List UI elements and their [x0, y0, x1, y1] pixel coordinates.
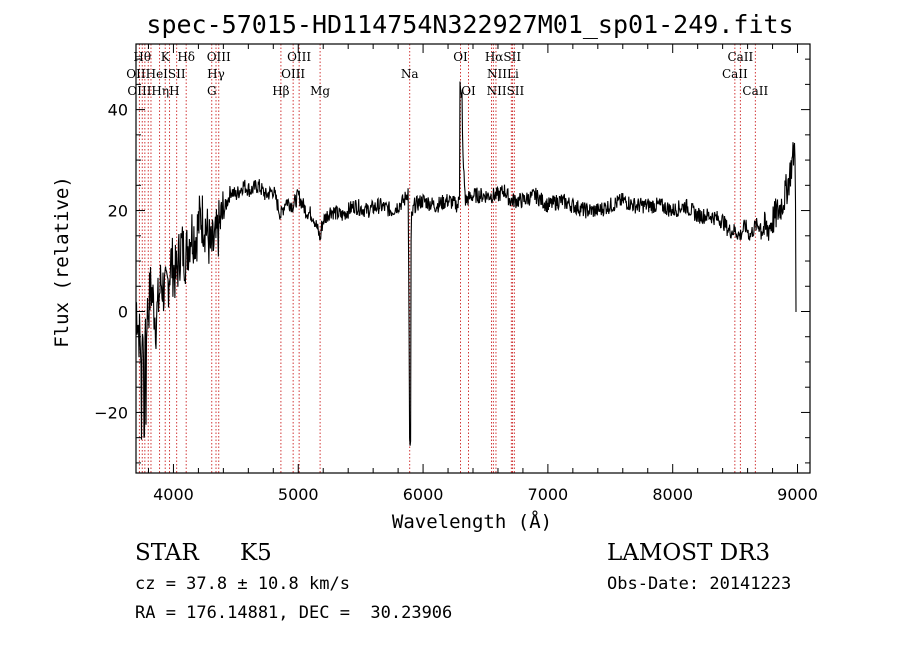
emission-line-markers	[138, 44, 756, 473]
line-label: CaII	[727, 50, 753, 64]
line-label: Na	[401, 67, 419, 81]
line-label: OIIIHηH	[127, 84, 179, 98]
chart-title: spec-57015-HD114754N322927M01_sp01-249.f…	[146, 10, 793, 39]
y-axis-label: Flux (relative)	[51, 176, 73, 348]
x-axis-label: Wavelength (Å)	[392, 510, 552, 533]
line-label: OIII	[281, 67, 305, 81]
spectrum-line	[135, 81, 797, 446]
redshift-cz: cz = 37.8 ± 10.8 km/s	[135, 574, 350, 594]
y-tick-label: 20	[108, 202, 128, 221]
y-tick-label: 0	[118, 302, 128, 321]
x-tick-label: 4000	[153, 485, 194, 504]
line-label: G	[207, 84, 217, 98]
y-tick-label: 40	[108, 101, 128, 120]
line-label: Hβ	[272, 84, 289, 98]
line-label: OIII	[207, 50, 231, 64]
object-class: STAR	[135, 540, 199, 566]
x-tick-label: 8000	[652, 485, 693, 504]
plot-frame	[135, 43, 811, 474]
line-label: OI	[461, 84, 476, 98]
line-label: K	[161, 50, 171, 64]
line-label: OI	[453, 50, 468, 64]
line-label: Hδ	[177, 50, 195, 64]
line-label: Hγ	[207, 67, 225, 81]
y-tick-label: −20	[94, 403, 128, 422]
x-tick-label: 5000	[278, 485, 319, 504]
object-subclass: K5	[240, 540, 272, 566]
line-label: OIIHeISII	[126, 67, 186, 81]
line-label: NIISII	[487, 84, 525, 98]
line-label: NIILi	[487, 67, 519, 81]
line-label: OIII	[287, 50, 311, 64]
spectrum-chart: spec-57015-HD114754N322927M01_sp01-249.f…	[51, 10, 818, 533]
x-tick-label: 6000	[403, 485, 444, 504]
emission-line-labels: Hθ K Hδ OIII OIII OI HαSII CaII OIIHeISII Hγ OIII N…	[126, 50, 768, 98]
line-label: Hθ	[133, 50, 151, 64]
line-label: Mg	[310, 84, 330, 98]
x-tick-label: 9000	[777, 485, 818, 504]
observation-date: Obs-Date: 20141223	[607, 574, 792, 594]
y-axis-ticks: −20 0 20 40	[94, 58, 810, 464]
line-label: CaII	[722, 67, 748, 81]
line-label: CaII	[742, 84, 768, 98]
line-label: HαSII	[485, 50, 522, 64]
ra-dec-coordinates: RA = 176.14881, DEC = 30.23906	[135, 603, 453, 623]
x-axis-ticks: 4000 5000 6000 7000 8000 9000	[147, 44, 818, 504]
x-tick-label: 7000	[528, 485, 569, 504]
survey-name: LAMOST DR3	[607, 540, 771, 566]
